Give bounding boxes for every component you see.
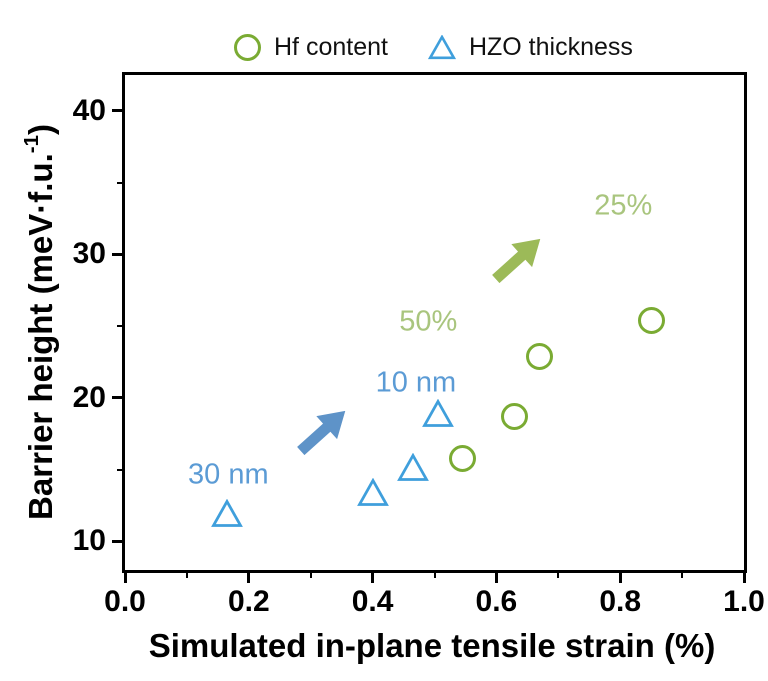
x-tick-label: 0.8 — [599, 585, 642, 618]
data-point-triangle — [211, 499, 244, 527]
y-minor-tick — [117, 468, 122, 471]
y-axis-title: Barrier height (meV·f.u.-1) — [19, 124, 59, 520]
plot-area: 0.0 0.2 0.4 0.6 0.8 1.0 10 20 30 40 30 nm 10 nm 50% 2… — [73, 72, 765, 618]
data-point-circle — [501, 402, 529, 430]
annotation-label: 50% — [399, 305, 458, 338]
x-tick-label: 0.4 — [351, 585, 394, 618]
legend-label: HZO thickness — [468, 32, 633, 61]
y-tick-label: 20 — [72, 380, 106, 414]
y-tick-label: 30 — [72, 237, 106, 271]
y-tick-label: 40 — [72, 93, 106, 127]
data-point-triangle — [396, 453, 429, 482]
y-major-tick — [112, 396, 122, 400]
x-major-tick — [494, 573, 498, 583]
x-minor-tick — [185, 573, 188, 578]
y-minor-tick — [117, 181, 122, 184]
x-minor-tick — [309, 573, 312, 578]
data-point-triangle — [356, 477, 389, 506]
x-major-tick — [247, 573, 251, 583]
annotation-label: 30 nm — [188, 458, 269, 491]
x-minor-tick — [557, 573, 560, 578]
y-major-tick — [112, 539, 122, 543]
data-point-circle — [526, 342, 554, 370]
y-axis-title-superscript: -1 — [19, 135, 43, 154]
x-minor-tick — [433, 573, 436, 578]
x-major-tick — [371, 573, 375, 583]
y-major-tick — [112, 109, 122, 113]
circle-marker-icon — [234, 33, 261, 61]
data-point-circle — [448, 444, 476, 472]
y-minor-tick — [117, 325, 122, 328]
legend-item-hf-content: Hf content — [234, 33, 388, 62]
legend-item-hzo-thickness: HZO thickness — [427, 32, 633, 62]
legend: Hf content HZO thickness — [234, 30, 633, 64]
x-tick-label: 1.0 — [723, 585, 765, 618]
x-minor-tick — [681, 573, 684, 578]
y-major-tick — [112, 252, 122, 256]
x-major-tick — [742, 573, 746, 583]
triangle-marker-icon — [427, 34, 456, 59]
x-tick-label: 0.0 — [104, 585, 146, 618]
trend-arrow-icon — [297, 410, 346, 455]
trend-arrow-icon — [492, 238, 541, 283]
data-point-triangle — [421, 398, 454, 427]
x-axis-title: Simulated in-plane tensile strain (%) — [148, 627, 716, 664]
y-tick-label: 10 — [72, 524, 106, 558]
annotation-label: 25% — [594, 189, 653, 222]
x-tick-label: 0.6 — [475, 585, 518, 618]
x-tick-label: 0.2 — [227, 585, 270, 618]
annotation-label: 10 nm — [375, 366, 457, 399]
legend-label: Hf content — [274, 32, 388, 61]
data-point-circle — [637, 306, 665, 334]
x-major-tick — [618, 573, 622, 583]
x-major-tick — [123, 573, 127, 583]
